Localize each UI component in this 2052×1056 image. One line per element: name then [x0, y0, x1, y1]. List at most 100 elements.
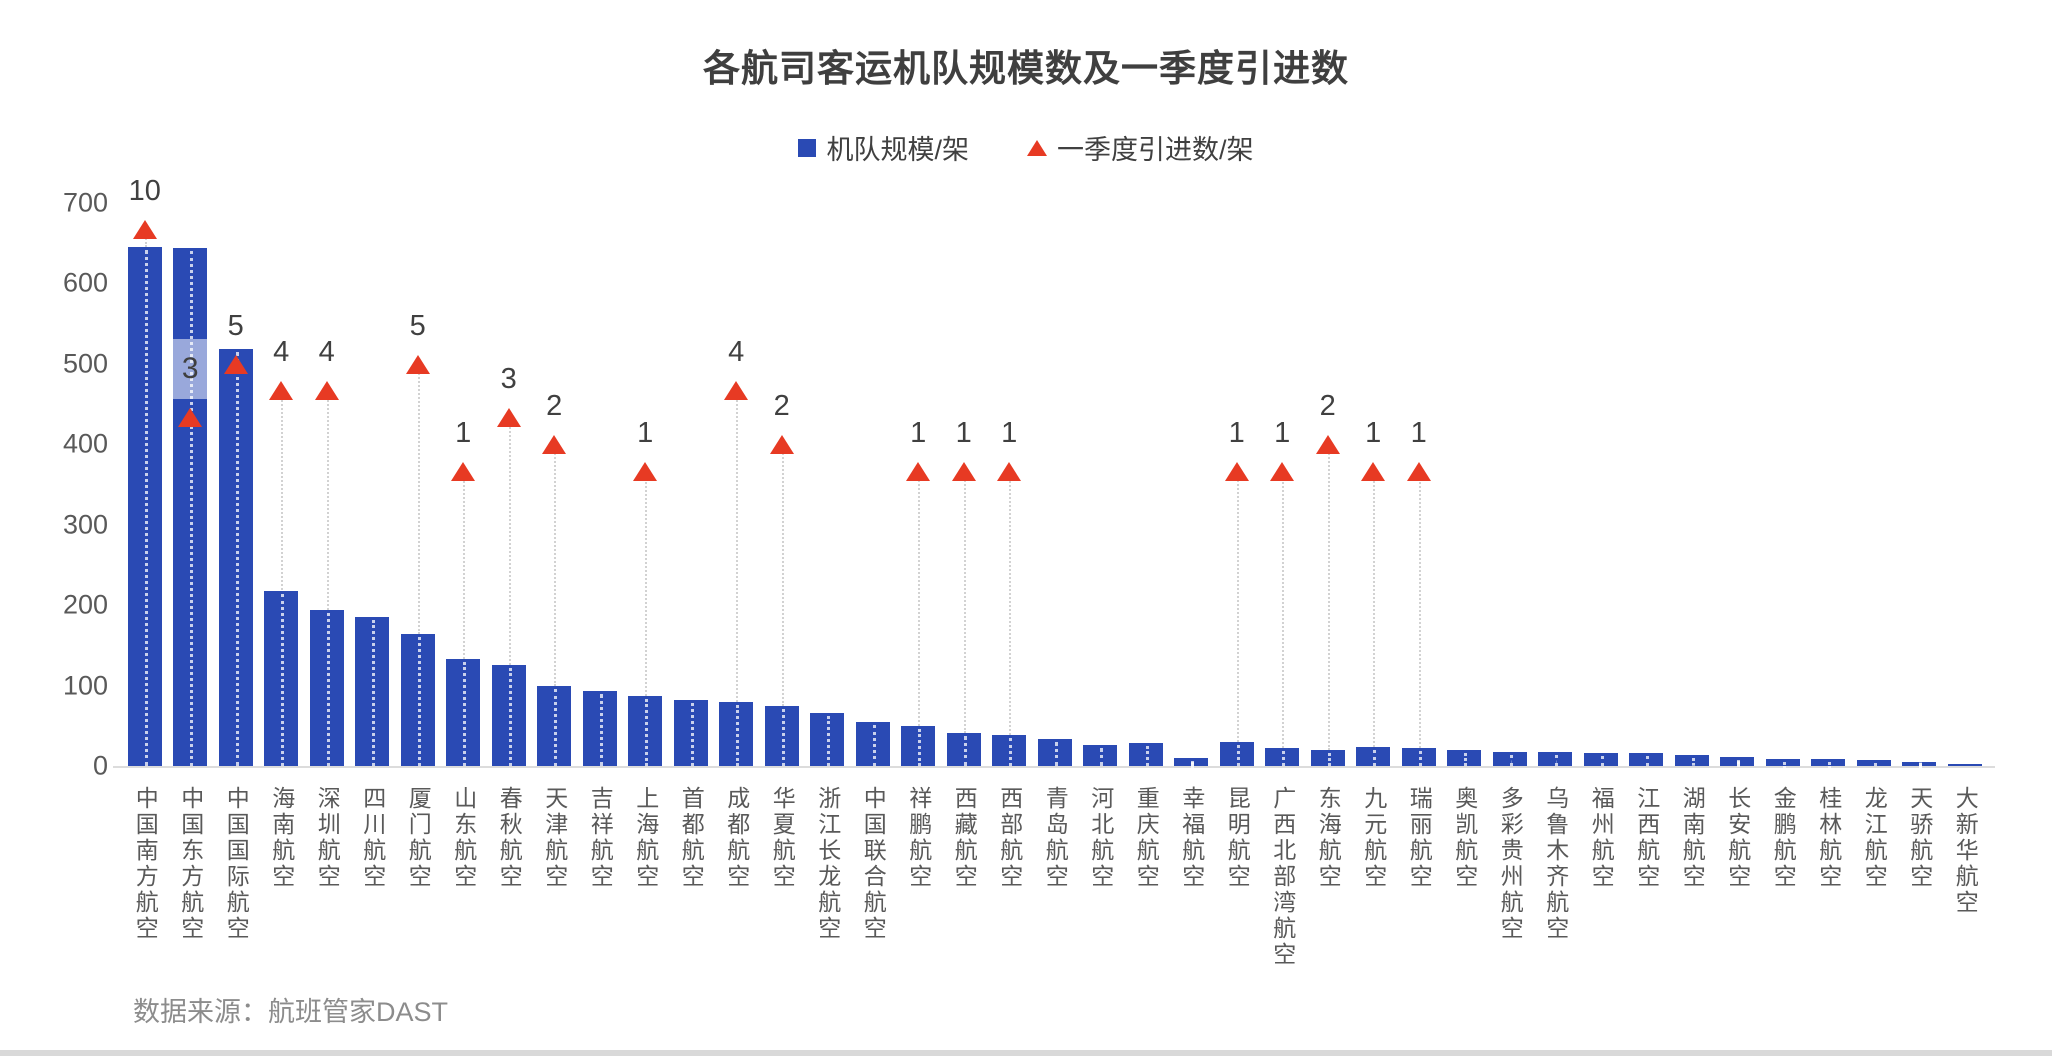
x-axis-category-label: 桂林航空: [1815, 786, 1842, 890]
intro-leader-line: [963, 476, 966, 733]
chart-legend: 机队规模/架 一季度引进数/架: [0, 128, 2052, 167]
intro-triangle-icon: [542, 435, 567, 455]
x-axis-category-label: 四川航空: [359, 786, 386, 890]
x-axis-category-label: 深圳航空: [314, 786, 341, 890]
x-axis-category-label: 青岛航空: [1042, 786, 1069, 890]
fleet-bar: [1538, 752, 1573, 766]
intro-leader-line: [508, 423, 511, 666]
fleet-bar: [764, 705, 799, 766]
x-axis-category-label: 上海航空: [632, 786, 659, 890]
bar-centerline: [1282, 751, 1286, 766]
fleet-bar: [491, 665, 526, 766]
fleet-bar: [1128, 743, 1163, 766]
x-axis-category-label: 东海航空: [1315, 786, 1342, 890]
fleet-bar: [582, 691, 617, 766]
x-axis-category-label: 瑞丽航空: [1406, 786, 1433, 890]
x-axis-category-label: 昆明航空: [1224, 786, 1251, 890]
bar-centerline: [144, 249, 148, 766]
fleet-bar: [810, 712, 845, 766]
x-axis-category-label: 乌鲁木齐航空: [1542, 786, 1569, 942]
bar-centerline: [1691, 757, 1695, 766]
x-axis-category-label: 多彩贵州航空: [1497, 786, 1524, 942]
intro-value-label: 10: [128, 175, 161, 208]
x-axis-category-label: 华夏航空: [769, 786, 796, 890]
intro-leader-line: [144, 235, 147, 247]
bar-centerline: [1327, 752, 1331, 766]
intro-leader-line: [1009, 476, 1012, 736]
legend-label-fleet: 机队规模/架: [826, 135, 969, 165]
x-axis-category-label: 中国国际航空: [223, 786, 250, 942]
intro-value-label: 1: [955, 416, 972, 449]
fleet-bar: [855, 721, 890, 766]
intro-triangle-icon: [724, 381, 749, 401]
x-axis-category-label: 长安航空: [1724, 786, 1751, 890]
bar-centerline: [781, 708, 785, 766]
intro-leader-line: [1236, 476, 1239, 742]
x-axis-category-label: 中国东方航空: [177, 786, 204, 942]
y-tick-label: 200: [62, 589, 108, 620]
intro-value-label: 1: [1410, 416, 1427, 449]
x-axis-category-label: 祥鹏航空: [905, 786, 932, 890]
x-axis-category-label: 中国南方航空: [132, 786, 159, 942]
bar-centerline: [690, 702, 694, 766]
x-axis-category-label: 厦门航空: [405, 786, 432, 890]
intro-triangle-icon: [633, 461, 658, 481]
intro-value-label: 4: [318, 336, 335, 369]
bar-centerline: [417, 636, 421, 766]
intro-triangle-icon: [269, 381, 294, 401]
x-axis-category-label: 九元航空: [1360, 786, 1387, 890]
intro-leader-line: [1327, 450, 1330, 750]
bar-centerline: [372, 620, 376, 766]
intro-triangle-icon: [769, 435, 794, 455]
x-axis-category-label: 大新华航空: [1952, 786, 1979, 916]
intro-leader-line: [463, 476, 466, 659]
intro-leader-line: [1282, 476, 1285, 749]
x-axis-category-label: 湖南航空: [1679, 786, 1706, 890]
intro-leader-line: [1418, 476, 1421, 749]
bar-centerline: [918, 728, 922, 766]
y-tick-label: 300: [62, 509, 108, 539]
fleet-bar: [173, 247, 208, 766]
intro-value-label: 2: [1319, 390, 1336, 423]
bar-centerline: [1009, 738, 1013, 766]
x-axis-category-label: 中国联合航空: [860, 786, 887, 942]
intro-leader-line: [1373, 476, 1376, 748]
legend-item-intro: 一季度引进数/架: [1027, 128, 1254, 167]
intro-value-label: 1: [455, 416, 472, 449]
x-axis-category-label: 天骄航空: [1906, 786, 1933, 890]
fleet-bar: [537, 686, 572, 766]
fleet-bar: [1947, 764, 1982, 766]
fleet-bar: [946, 732, 981, 766]
fleet-bar: [264, 590, 299, 766]
fleet-bar: [1720, 757, 1755, 766]
intro-value-label: 1: [1365, 416, 1382, 449]
x-axis-category-label: 江西航空: [1633, 786, 1660, 890]
y-tick-label: 500: [62, 348, 108, 378]
intro-value-label: 1: [1228, 416, 1245, 449]
intro-triangle-icon: [1406, 461, 1431, 481]
intro-triangle-icon: [1224, 461, 1249, 481]
intro-value-label: 4: [728, 336, 745, 369]
y-tick-label: 400: [62, 428, 108, 459]
intro-leader-line: [645, 476, 648, 696]
legend-label-intro: 一季度引进数/架: [1057, 135, 1254, 165]
fleet-bar: [901, 725, 936, 766]
intro-leader-line: [326, 396, 329, 610]
x-axis-category-label: 金鹏航空: [1770, 786, 1797, 890]
intro-value-label: 2: [773, 390, 790, 423]
fleet-bar: [1219, 741, 1254, 766]
bar-centerline: [872, 724, 876, 766]
bar-centerline: [1737, 760, 1741, 766]
fleet-bar: [1265, 748, 1300, 766]
intro-value-label: 1: [1001, 416, 1018, 449]
fleet-bar: [1356, 747, 1391, 766]
fleet-bar: [992, 735, 1027, 766]
bar-centerline: [554, 689, 558, 766]
intro-value-label: 5: [409, 309, 426, 342]
bar-centerline: [1191, 760, 1195, 766]
fleet-bar: [1037, 738, 1072, 766]
intro-value-label: 1: [910, 416, 927, 449]
bar-centerline: [1464, 752, 1468, 766]
